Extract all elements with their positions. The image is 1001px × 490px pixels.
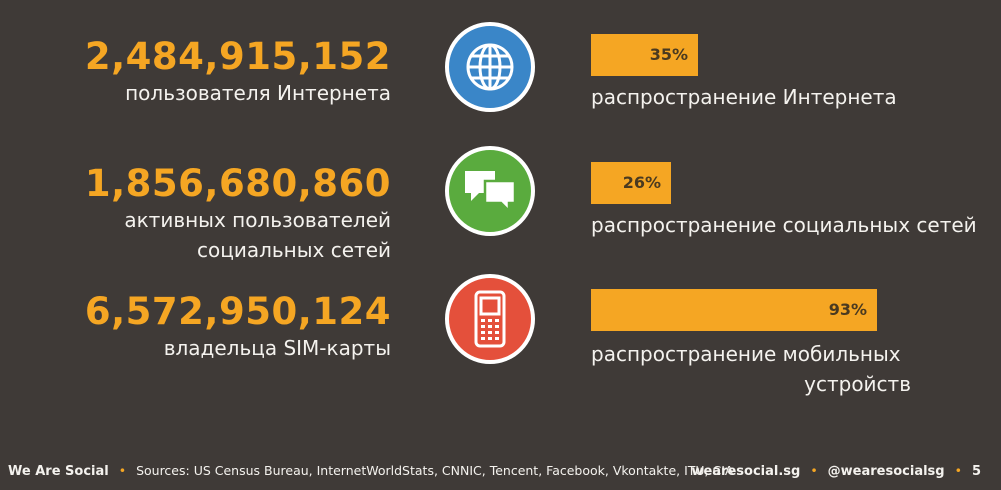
social-circle	[445, 146, 535, 236]
footer-brand: We Are Social	[8, 464, 109, 479]
mobile-penetration-label-line1: распространение мобильных	[591, 342, 901, 366]
social-penetration-bar: 26%	[591, 162, 671, 204]
page-number: 5	[971, 464, 981, 479]
social-penetration-percent: 26%	[622, 173, 661, 192]
internet-penetration-label: распространение Интернета	[591, 85, 897, 109]
social-penetration-row: 26% распространение социальных сетей	[591, 162, 977, 240]
internet-penetration-percent: 35%	[649, 45, 688, 64]
footer-right: wearesocial.sg • @wearesocialsg • 5	[691, 463, 981, 479]
mobile-phone-icon	[474, 290, 506, 348]
social-penetration-label: распространение социальных сетей	[591, 213, 977, 237]
sim-owners-number: 6,572,950,124	[84, 290, 391, 333]
social-users-label-line2: социальных сетей	[197, 238, 391, 262]
mobile-circle	[445, 274, 535, 364]
footer-separator: •	[118, 463, 127, 478]
mobile-penetration-percent: 93%	[828, 300, 867, 319]
globe-icon	[466, 43, 514, 91]
internet-users-stat: 2,484,915,152 пользователя Интернета	[85, 36, 391, 108]
footer-handle-link[interactable]: @wearesocialsg	[827, 464, 945, 479]
internet-circle	[445, 22, 535, 112]
footer: We Are Social • Sources: US Census Burea…	[0, 450, 1001, 490]
social-users-label-line1: активных пользователей	[124, 208, 391, 232]
footer-sources: Sources: US Census Bureau, InternetWorld…	[136, 463, 734, 478]
social-users-number: 1,856,680,860	[84, 162, 391, 205]
mobile-penetration-label-line2: устройств	[804, 372, 911, 396]
footer-separator: •	[810, 463, 818, 478]
footer-separator: •	[954, 463, 962, 478]
chat-bubbles-icon	[465, 171, 517, 215]
internet-penetration-row: 35% распространение Интернета	[591, 34, 897, 112]
sim-owners-label: владельца SIM-карты	[163, 336, 391, 360]
sim-owners-stat: 6,572,950,124 владельца SIM-карты	[85, 291, 391, 363]
internet-users-label: пользователя Интернета	[125, 81, 391, 105]
footer-site-link[interactable]: wearesocial.sg	[691, 464, 801, 479]
internet-penetration-bar: 35%	[591, 34, 698, 76]
social-users-stat: 1,856,680,860 активных пользователей соц…	[85, 163, 391, 265]
footer-left: We Are Social • Sources: US Census Burea…	[8, 463, 733, 479]
internet-users-number: 2,484,915,152	[84, 35, 391, 78]
mobile-penetration-bar: 93%	[591, 289, 877, 331]
mobile-penetration-row: 93% распространение мобильных устройств	[591, 289, 911, 399]
